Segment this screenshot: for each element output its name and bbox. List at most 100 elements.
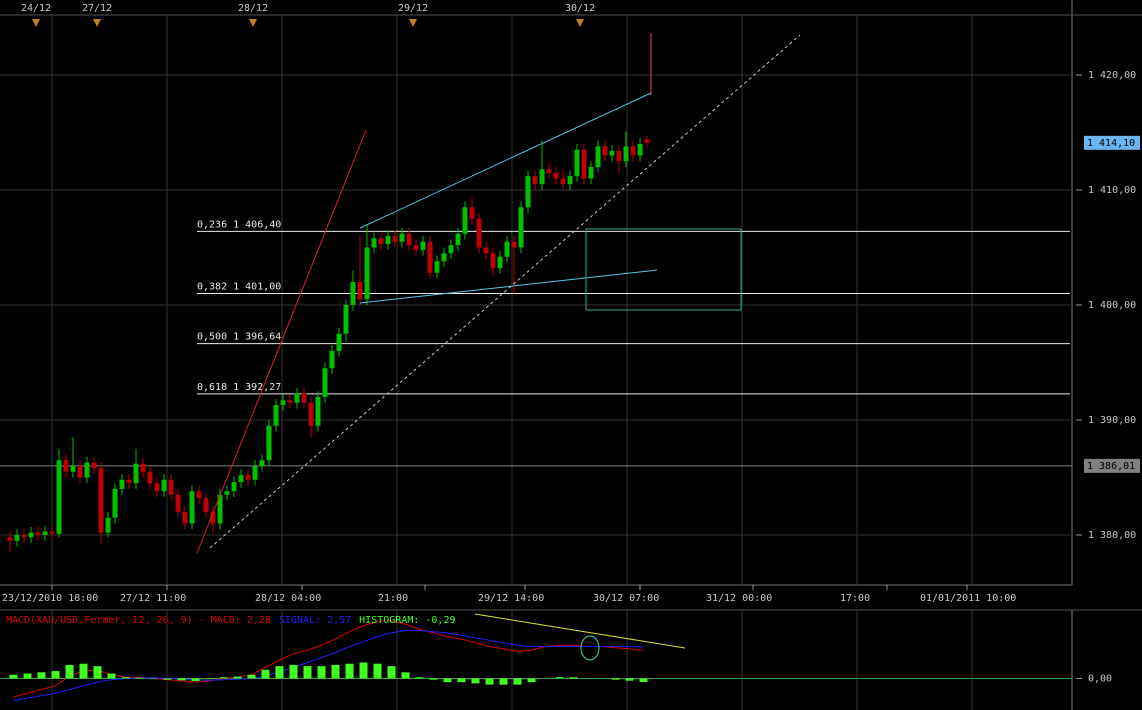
histogram-bar xyxy=(611,678,620,680)
candle-body xyxy=(147,471,153,484)
candle-body xyxy=(154,483,160,492)
candle-body xyxy=(91,462,97,469)
histogram-bar xyxy=(163,678,172,680)
candle-body xyxy=(231,482,237,492)
candle-body xyxy=(343,304,349,334)
candle-body xyxy=(434,261,440,273)
date-marker xyxy=(249,19,257,27)
legend-label: HISTOGRAM: -0,29 xyxy=(359,615,455,626)
histogram-bar xyxy=(527,678,536,683)
candle-body xyxy=(133,463,139,484)
candle-body xyxy=(420,241,426,250)
candle-body xyxy=(14,534,20,541)
macd-panel: 0,00 MACD(XAU/USD.Fermer, 12, 26, 9) - MA… xyxy=(0,609,1142,710)
candle-body xyxy=(567,176,573,185)
candle-body xyxy=(84,462,90,478)
candle-body xyxy=(294,393,300,403)
candle-body xyxy=(49,531,55,534)
histogram-bar xyxy=(303,666,312,679)
candle-body xyxy=(546,169,552,173)
histogram-bar xyxy=(177,678,186,681)
candle-body xyxy=(637,143,643,156)
trend-line xyxy=(196,129,367,554)
date-marker xyxy=(32,19,40,27)
candle-body xyxy=(413,245,419,250)
candle-body xyxy=(630,146,636,156)
candle-body xyxy=(161,479,167,492)
candle-body xyxy=(504,241,510,257)
histogram-bar xyxy=(9,674,18,679)
candle-body xyxy=(455,233,461,246)
candle-body xyxy=(315,396,321,426)
histogram-bar xyxy=(345,663,354,679)
candle-body xyxy=(644,139,650,143)
candle-body xyxy=(511,241,517,248)
channel-line xyxy=(359,92,652,229)
candle-body xyxy=(588,166,594,179)
candle-body xyxy=(28,532,34,538)
histogram-bar xyxy=(429,678,438,680)
candle-body xyxy=(105,517,111,533)
y-tick-label: 1 400,00 xyxy=(1088,300,1136,311)
histogram-bar xyxy=(135,677,144,679)
x-tick-label: 23/12/2010 18:00 xyxy=(2,593,98,604)
candle-body xyxy=(210,511,216,524)
histogram-bar xyxy=(443,678,452,683)
histogram-bar xyxy=(233,676,242,679)
price-tag xyxy=(1084,135,1140,150)
fib-label: 0,236 1 406,40 xyxy=(197,219,281,230)
candle-body xyxy=(392,235,398,242)
candle-body xyxy=(336,333,342,351)
candle-body xyxy=(273,405,279,426)
candle-body xyxy=(427,241,433,273)
price-tag xyxy=(1084,458,1140,473)
candle-body xyxy=(476,218,482,248)
date-marker-label: 24/12 xyxy=(21,3,51,14)
histogram-bar xyxy=(317,666,326,679)
candle-body xyxy=(371,238,377,248)
candle-body xyxy=(56,460,62,534)
histogram-bar xyxy=(149,678,158,680)
candle-body xyxy=(168,479,174,495)
candle-body xyxy=(182,511,188,524)
y-tick-label: 1 420,00 xyxy=(1088,70,1136,81)
price-panel: 1 380,00 1 390,00 1 400,00 1 410,00 1 420,00… xyxy=(0,0,1142,604)
candle-body xyxy=(497,256,503,269)
candle-body xyxy=(532,176,538,185)
histogram-bar xyxy=(219,677,228,679)
candle-body xyxy=(441,253,447,262)
histogram-bar xyxy=(331,664,340,679)
candle-body xyxy=(7,537,13,541)
price-tag-label: 1 386,01 xyxy=(1087,461,1135,472)
y-tick-label: 1 390,00 xyxy=(1088,415,1136,426)
histogram-bar xyxy=(79,663,88,679)
candle-body xyxy=(385,235,391,245)
candle-body xyxy=(539,169,545,185)
candle-body xyxy=(35,532,41,535)
x-tick-label: 27/12 11:00 xyxy=(120,593,186,604)
x-tick-label: 28/12 04:00 xyxy=(255,593,321,604)
histogram-bar xyxy=(373,663,382,679)
candle-body xyxy=(224,491,230,495)
date-marker xyxy=(93,19,101,27)
histogram-bar xyxy=(261,669,270,679)
candle-body xyxy=(189,491,195,524)
candle-body xyxy=(126,479,132,484)
target-box xyxy=(585,228,742,311)
candle-body xyxy=(364,247,370,300)
candle-body xyxy=(301,393,307,403)
candle-body xyxy=(42,531,48,535)
macd-line xyxy=(13,620,644,698)
histogram-bar xyxy=(513,678,522,685)
candle-body xyxy=(203,498,209,512)
histogram-bar xyxy=(191,678,200,681)
candle-body xyxy=(469,207,475,219)
candle-body xyxy=(77,465,83,478)
legend-label: SIGNAL: 2,57 xyxy=(279,615,351,626)
candle-body xyxy=(399,233,405,242)
histogram-bar xyxy=(471,678,480,684)
candle-body xyxy=(574,149,580,177)
candle-body xyxy=(98,468,104,533)
